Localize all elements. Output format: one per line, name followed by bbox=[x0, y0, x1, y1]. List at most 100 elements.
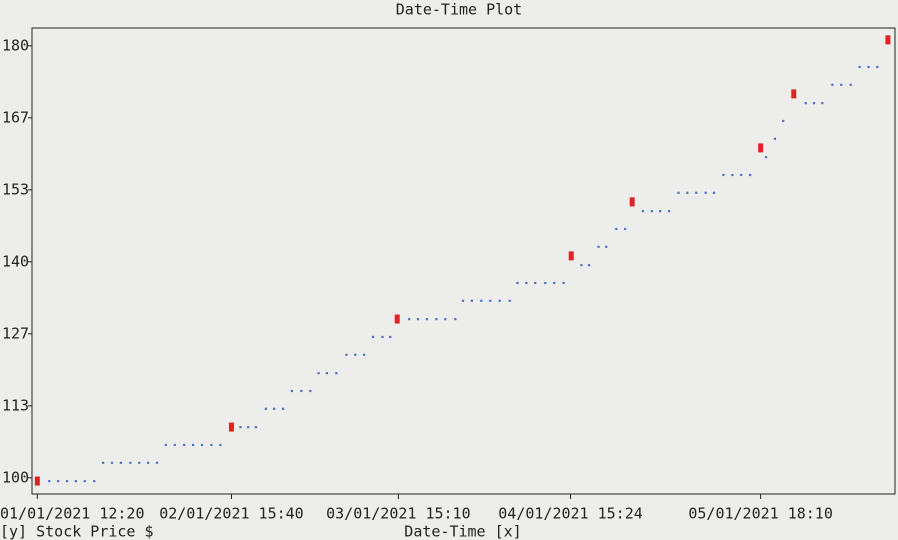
price-dot bbox=[138, 461, 141, 464]
signal-marker bbox=[791, 89, 797, 99]
price-dot bbox=[597, 245, 600, 248]
price-dot bbox=[281, 407, 285, 410]
price-dot bbox=[650, 210, 653, 213]
price-dot bbox=[219, 443, 222, 447]
y-tick-label: 180 bbox=[2, 36, 29, 54]
signal-marker bbox=[34, 476, 40, 486]
price-dot bbox=[764, 156, 768, 159]
price-dot bbox=[93, 480, 96, 483]
plot-frame bbox=[31, 27, 896, 495]
price-dot bbox=[57, 480, 60, 483]
price-dot bbox=[831, 83, 834, 86]
x-axis-label: Date-Time [x] bbox=[404, 523, 521, 540]
price-dot bbox=[290, 389, 294, 393]
price-dot bbox=[461, 299, 465, 302]
price-dot bbox=[454, 318, 457, 321]
signal-marker bbox=[758, 143, 764, 153]
price-dot bbox=[748, 173, 752, 177]
signal-marker bbox=[568, 251, 574, 261]
price-dot bbox=[782, 119, 785, 123]
price-dot bbox=[804, 102, 807, 105]
signal-marker bbox=[885, 35, 891, 45]
x-tick-label: 05/01/2021 18:10 bbox=[688, 505, 833, 523]
price-dot bbox=[498, 299, 501, 302]
price-dot bbox=[247, 426, 250, 429]
price-dot bbox=[110, 461, 114, 464]
price-dot bbox=[74, 480, 78, 483]
price-dot bbox=[83, 480, 86, 483]
price-dot bbox=[704, 191, 707, 194]
signal-marker bbox=[629, 197, 635, 207]
price-dot bbox=[553, 281, 556, 285]
price-dot bbox=[325, 372, 328, 375]
x-tick-label: 04/01/2021 15:24 bbox=[498, 505, 643, 523]
price-dot bbox=[408, 318, 411, 321]
y-tick-label: 100 bbox=[2, 468, 29, 486]
price-dot bbox=[615, 227, 618, 231]
price-dot bbox=[773, 137, 777, 140]
price-dot bbox=[624, 227, 627, 231]
price-dot bbox=[173, 443, 176, 447]
price-dot bbox=[183, 443, 186, 447]
price-dot bbox=[695, 191, 698, 194]
price-dot bbox=[371, 335, 375, 339]
price-dot bbox=[489, 299, 492, 302]
price-dot bbox=[722, 173, 725, 177]
price-dot bbox=[677, 191, 680, 194]
price-dot bbox=[605, 245, 608, 248]
price-dot bbox=[867, 65, 870, 69]
price-dot bbox=[849, 83, 852, 86]
y-tick-label: 113 bbox=[2, 396, 29, 414]
price-dot bbox=[389, 335, 392, 339]
price-dot bbox=[48, 480, 51, 483]
price-dot bbox=[354, 353, 357, 356]
price-dot bbox=[840, 83, 843, 86]
price-dot bbox=[345, 353, 348, 356]
y-tick-label: 153 bbox=[2, 180, 29, 198]
signal-marker bbox=[228, 422, 234, 432]
price-dot bbox=[200, 443, 204, 447]
price-dot bbox=[191, 443, 195, 447]
price-dot bbox=[731, 173, 734, 177]
price-dot bbox=[210, 443, 213, 447]
signal-marker bbox=[394, 314, 400, 324]
price-dot bbox=[381, 335, 384, 339]
price-dot bbox=[480, 299, 483, 302]
price-dot bbox=[580, 264, 583, 267]
price-dot bbox=[273, 407, 276, 410]
x-tick-label: 03/01/2021 15:10 bbox=[326, 505, 471, 523]
price-dot bbox=[435, 318, 438, 321]
price-dot bbox=[335, 372, 338, 375]
price-dot bbox=[587, 264, 591, 267]
price-dot bbox=[416, 318, 420, 321]
x-tick-label: 02/01/2021 15:40 bbox=[159, 505, 304, 523]
y-tick-label: 167 bbox=[2, 108, 29, 126]
chart-title: Date-Time Plot bbox=[396, 1, 522, 19]
price-dot bbox=[812, 102, 816, 105]
price-dot bbox=[425, 318, 429, 321]
price-dot bbox=[65, 480, 69, 483]
price-dot bbox=[147, 461, 150, 464]
price-dot bbox=[317, 372, 320, 375]
price-dot bbox=[444, 318, 447, 321]
price-dot bbox=[164, 443, 167, 447]
price-dot bbox=[239, 426, 242, 429]
price-dot bbox=[821, 102, 824, 105]
price-dot bbox=[740, 173, 743, 177]
price-dot bbox=[858, 65, 861, 69]
price-dot bbox=[264, 407, 268, 410]
price-dot bbox=[309, 389, 312, 393]
price-dot bbox=[470, 299, 473, 302]
price-dot bbox=[712, 191, 716, 194]
price-dot bbox=[102, 461, 105, 464]
x-tick-label: 01/01/2021 12:20 bbox=[0, 505, 145, 523]
price-dot bbox=[119, 461, 122, 464]
price-dot bbox=[254, 426, 257, 429]
price-dot bbox=[516, 281, 519, 285]
price-dot bbox=[363, 353, 366, 356]
price-dot bbox=[876, 65, 879, 69]
y-axis-label: [y] Stock Price $ bbox=[0, 523, 154, 540]
